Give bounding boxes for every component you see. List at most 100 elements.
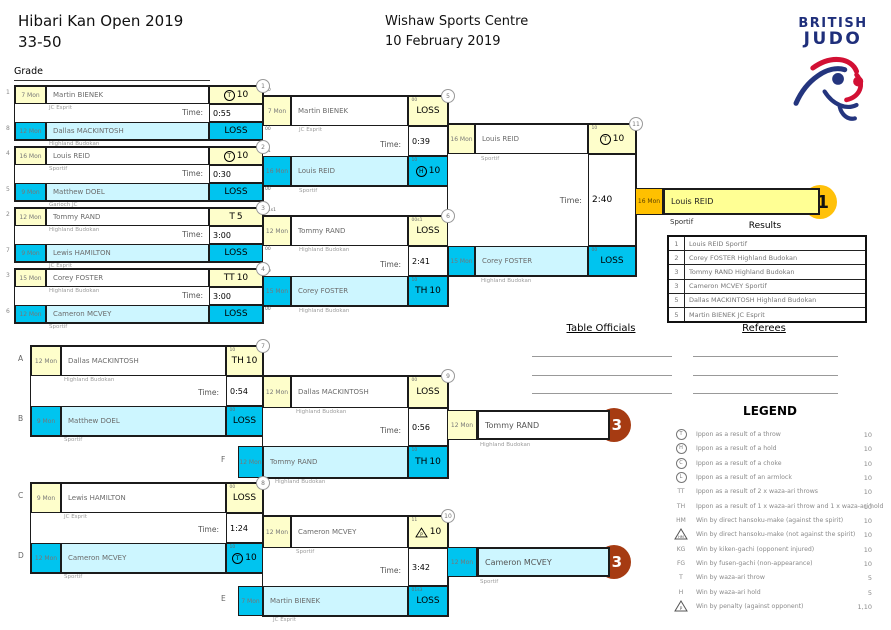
match-time: 0:39 [408, 126, 448, 156]
player-grade: 12 Mon [263, 376, 291, 408]
pool-letter: D [18, 551, 24, 560]
sub-score: 11 [411, 517, 418, 523]
player-grade: 16 Mon [635, 188, 663, 215]
ippon-throw-icon: T [223, 89, 235, 101]
player-grade: 12 Mon [263, 516, 291, 548]
club-label: Highland Budokan [299, 308, 350, 314]
venue: Wishaw Sports Centre [385, 14, 529, 29]
carry-score: 00 [265, 187, 271, 192]
club-label: Highland Budokan [49, 288, 100, 294]
legend-row: KG Win by kiken-gachi (opponent injured) 1… [676, 545, 872, 554]
pool-letter: F [221, 455, 226, 464]
sub-score: 10 [229, 544, 236, 550]
signature-line [532, 375, 672, 376]
club-label: Sportif [64, 574, 83, 580]
results-row: 5 Dallas MACKINTOSH Highland Budokan [669, 292, 865, 307]
match-result: 00 LOSS [226, 406, 263, 436]
legend-row: L Ippon as a result of an armlock 10 [668, 471, 886, 485]
sub-score: 10 [411, 447, 418, 453]
player-name: Corey FOSTER [475, 246, 588, 276]
penalty-triangle-icon: P [414, 526, 428, 537]
player-grade: 9 Mon [15, 244, 46, 262]
seed-number: 6 [6, 308, 10, 315]
match-box-8: 9 Mon Lewis HAMILTON 00 LOSS JC Esprit Ti… [30, 476, 270, 580]
match-result: LOSS [209, 244, 263, 262]
time-label: Time: [182, 169, 203, 178]
seed-number: 1 [6, 89, 10, 96]
legend-row: FG Win by fusen-gachi (non-appearance) 10 [676, 559, 872, 568]
club-label: Sportif [296, 549, 315, 555]
signature-line [693, 375, 838, 376]
club-label: Sportif [64, 437, 83, 443]
match-time: 3:42 [408, 548, 448, 586]
logo-text-line1: BRITISH [798, 16, 868, 31]
match-result: 10 TH 10 [408, 276, 448, 306]
match-result: LOSS [209, 183, 263, 201]
player-name: Lewis HAMILTON [46, 244, 209, 262]
player-grade: 7 Mon [263, 96, 291, 126]
match-time: 2:41 [408, 246, 448, 276]
ippon-hold-icon: H [415, 165, 427, 177]
player-grade: 12 Mon [15, 122, 46, 140]
grade-underline [14, 80, 210, 81]
bronze-bar: 3 12 Mon Cameron MCVEY Sportif [447, 545, 647, 585]
logo-text-line2: JUDO [803, 29, 863, 49]
club-label: Sportif [670, 218, 694, 226]
match-box-4: 15 Mon Corey FOSTER TT 10 Highland Budoka… [14, 262, 270, 330]
player-grade: 16 Mon [263, 156, 291, 186]
ippon-armlock-icon: L [675, 471, 687, 483]
weight-category: 33-50 [18, 33, 62, 51]
time-label: Time: [559, 196, 582, 205]
player-name: Cameron MCVEY [46, 305, 209, 323]
match-time: 3:00 [209, 226, 263, 244]
signature-line [532, 356, 672, 357]
winner-bar: 1 16 Mon Louis REID Sportif [635, 185, 855, 226]
match-number-badge: 4 [256, 262, 270, 276]
grade-header: Grade [14, 66, 43, 77]
club-label: Sportif [481, 156, 500, 162]
player-grade: 12 Mon [15, 208, 46, 226]
player-grade: 15 Mon [15, 269, 46, 287]
club-label: Highland Budokan [49, 141, 100, 147]
sub-score: 00 [229, 484, 236, 490]
legend-symbol: KG [676, 545, 686, 553]
player-name: Louis REID [46, 147, 209, 165]
results-heading: Results [748, 221, 782, 231]
judo-figure-icon [793, 57, 864, 121]
player-name: Martin BIENEK [291, 96, 408, 126]
sub-score: 00 [229, 407, 236, 413]
seed-number: 3 [6, 272, 10, 279]
pool-letter: E [221, 594, 226, 603]
results-row: 3 Cameron MCVEY Sportif [669, 278, 865, 293]
legend-row: HM Win by direct hansoku-make (against th… [676, 516, 872, 525]
sub-score: 10 [591, 125, 598, 131]
british-judo-logo: BRITISH JUDO [786, 16, 880, 131]
match-number-badge: 7 [256, 339, 270, 353]
player-grade: 7 Mon [238, 586, 263, 616]
match-number-badge: 3 [256, 201, 270, 215]
player-name: Corey FOSTER [46, 269, 209, 287]
player-name: Martin BIENEK [46, 86, 209, 104]
pool-letter: C [18, 491, 24, 500]
match-box-1: 7 Mon Martin BIENEK T 10 JC Esprit Time: … [14, 79, 270, 147]
club-label: Highland Budokan [49, 227, 100, 233]
player-name: Matthew DOEL [61, 406, 226, 436]
legend-row: P Win by penalty (against opponent) 1,10 [668, 600, 886, 614]
match-number-badge: 5 [441, 89, 455, 103]
match-result: 10 TH 10 [408, 446, 448, 478]
player-grade: 12 Mon [31, 346, 61, 376]
carry-score: 00 [265, 127, 271, 132]
match-result: 10 H 10 [408, 156, 448, 186]
match-box-6: 01s1 12 Mon Tommy RAND 00s1 LOSS 00 Highl… [262, 208, 455, 314]
winner-name: Louis REID [663, 188, 820, 215]
player-grade: 7 Mon [15, 86, 46, 104]
carry-score: 00 [265, 307, 271, 312]
ippon-choke-icon: C [675, 457, 687, 469]
time-label: Time: [380, 566, 401, 575]
club-label: Sportif [480, 579, 499, 585]
player-grade: 16 Mon [15, 147, 46, 165]
match-result: 10 T 10 [226, 543, 263, 573]
time-label: Time: [380, 260, 401, 269]
